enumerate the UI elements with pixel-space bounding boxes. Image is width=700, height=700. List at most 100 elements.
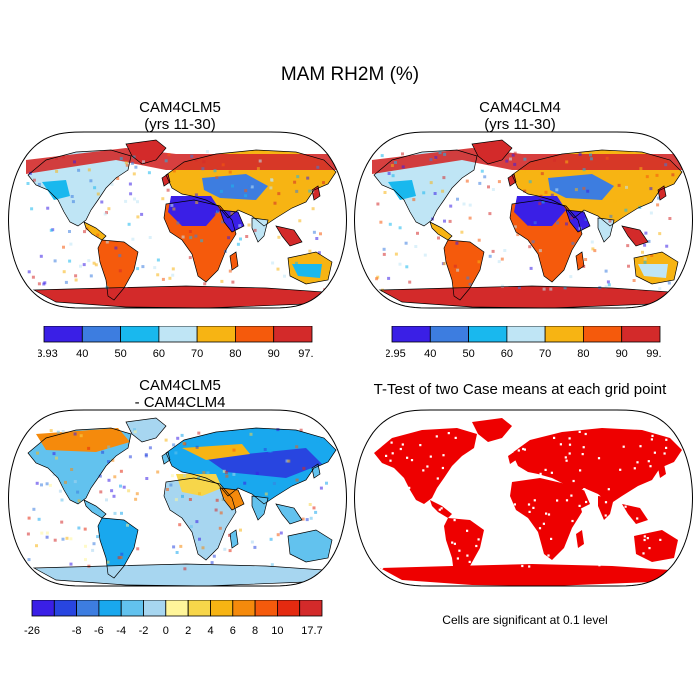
region-nz [336,278,342,290]
colorbar-label: 40 [424,348,436,360]
colorbar-box [165,600,189,617]
colorbar-box [429,326,469,343]
colorbar-box [254,600,278,617]
colorbar-label: 50 [114,348,126,360]
region-seAsia [622,504,648,524]
region-antarctica [380,286,670,308]
map-border [7,409,348,587]
colorbar-label: 60 [153,348,165,360]
colorbar-box [234,326,275,343]
colorbar-box [582,326,623,343]
map-border [353,131,694,309]
panel-title-line1: CAM4CLM4 [479,99,561,116]
colorbar-label: 80 [229,348,241,360]
colorbar-box [120,600,144,617]
region-uk [508,452,516,464]
colorbar-box [621,326,661,343]
panel-title-top-left: CAM4CLM5 (yrs 11-30) [60,99,300,133]
region-northAmerica [374,428,477,504]
region-india [598,496,614,520]
colorbar-box [120,326,160,343]
colorbar-label: 6 [230,625,236,637]
coastline [443,239,485,301]
colorbar-label: 90 [268,348,280,360]
coastline [229,529,239,549]
coastline [251,217,269,243]
region-japan [312,464,320,478]
coastline [511,149,683,227]
map-top-left [7,131,348,309]
coastline [219,209,245,233]
colorbar-label: 50 [462,348,474,360]
coastline [311,185,321,201]
colorbar-label: 97.72 [298,348,313,360]
coastline [251,495,269,521]
map-land [26,417,343,586]
coastline [275,503,303,525]
coastline [287,251,333,285]
map-land [26,139,343,308]
region-antarctica [34,564,324,586]
region-madagascar [576,252,584,270]
colorbar-box [391,326,431,343]
region-japan [658,464,666,478]
colorbar-box [187,600,211,617]
panel-title-bottom-right: T-Test of two Case means at each grid po… [373,381,667,398]
region-antarctica [380,564,670,586]
region-seAsia [276,504,302,524]
region-arabia [566,488,590,510]
colorbar-bottom-left: -26 -8 -6 -4 -2 0 2 4 6 8 10 17.7 [24,600,323,637]
coastline [311,463,321,479]
coastline [507,173,517,187]
colorbar-label: 80 [577,348,589,360]
coastline [125,139,167,165]
colorbar-box [210,600,234,617]
coastline [565,209,591,233]
colorbar-box [544,326,584,343]
region-madagascar [230,252,238,270]
colorbar-label: 13.93 [38,348,58,360]
coastline [657,185,667,201]
coastline [373,149,478,227]
map-border [353,409,694,587]
colorbar-box [143,600,167,617]
map-land [372,418,688,586]
region-southAmerica [444,240,484,300]
coastline [575,251,585,271]
panel-title-line2: (yrs 11-30) [144,116,216,133]
region-australia [288,530,332,562]
colorbar-label: 10 [271,625,283,637]
coastline [681,277,689,291]
coastline [125,417,167,443]
region-seAsia [276,226,302,246]
region-africa [510,478,582,560]
coastline [229,251,239,271]
colorbar-label: 0 [163,625,169,637]
coastline [161,173,171,187]
colorbar-label: 12.95 [386,348,406,360]
colorbar-box [506,326,546,343]
colorbar-box [468,326,508,343]
region-japan [312,186,320,200]
colorbar-label: -2 [139,625,149,637]
coastline [27,149,132,227]
colorbar-box [276,600,301,617]
coastline [287,529,333,563]
coastline [597,217,615,243]
colorbar-label: 40 [76,348,88,360]
region-centralAm [84,222,106,240]
colorbar-box [232,600,256,617]
region-australia [634,530,678,562]
colorbar-label: -4 [116,625,126,637]
colorbar-label: 8 [252,625,258,637]
coastline [163,199,237,283]
colorbar-box [299,600,323,617]
colorbar-top-right: 12.95 40 50 60 70 80 90 99.48 [386,326,661,360]
region-southAmerica [98,240,138,300]
coastline [335,555,343,569]
coastline [165,149,337,227]
colorbar-box [196,326,236,343]
panel-title-line2: (yrs 11-30) [484,116,556,133]
region-africa [164,478,236,560]
coastline [165,427,337,505]
